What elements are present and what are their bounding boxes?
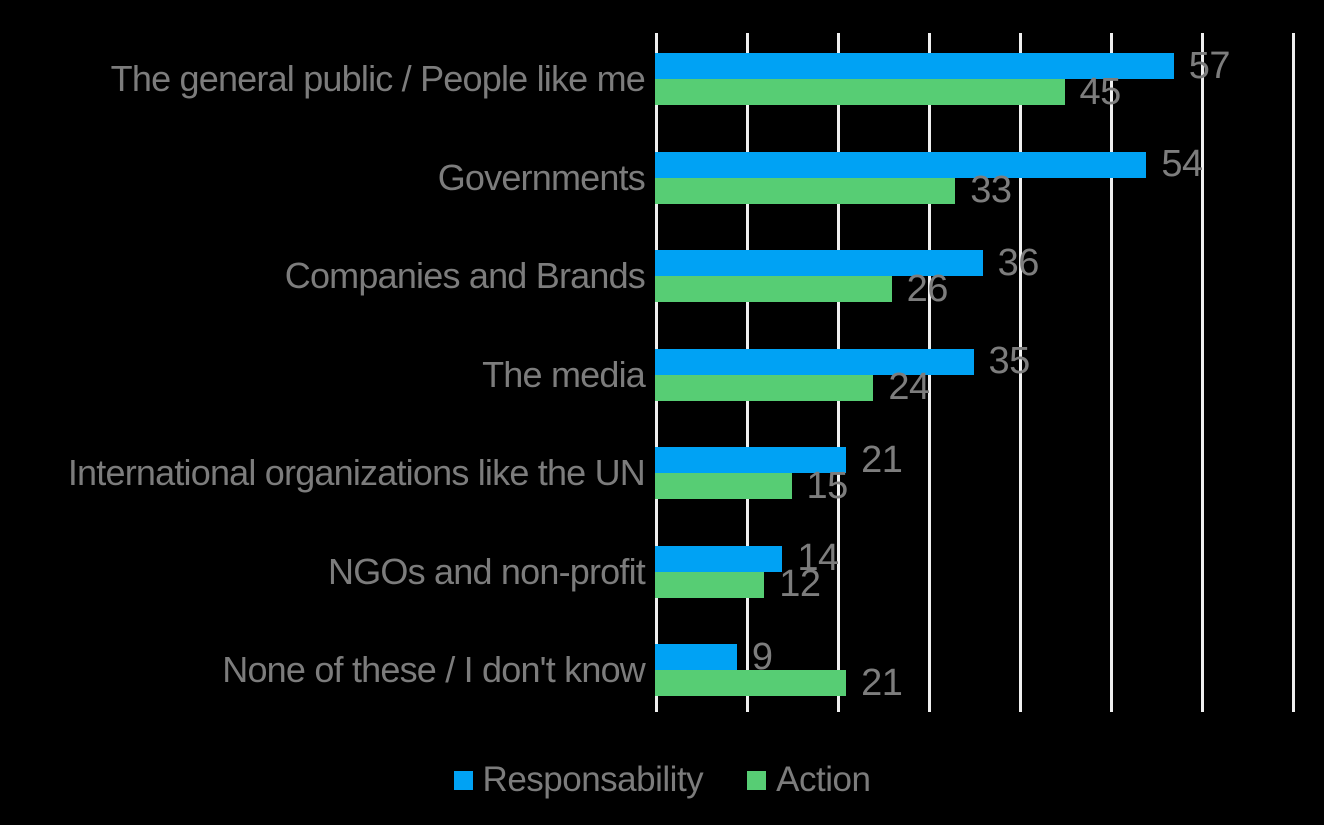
gridline [1201, 33, 1204, 712]
responsability-bar [655, 447, 847, 473]
action-swatch-icon [747, 770, 767, 790]
legend-label-responsability: Responsability [482, 760, 704, 799]
value-label: 21 [861, 438, 903, 481]
responsability-bar [655, 250, 983, 276]
action-bar [655, 571, 765, 598]
value-label: 24 [888, 366, 930, 408]
gridline [1110, 33, 1113, 712]
responsability-bar [655, 151, 1147, 178]
gridline [1019, 33, 1022, 712]
value-label: 36 [997, 241, 1040, 284]
action-bar [655, 473, 792, 499]
action-bar [655, 374, 874, 401]
category-label: The general public / People like me [110, 58, 646, 99]
value-label: 26 [906, 267, 949, 310]
action-bar [655, 79, 1065, 105]
value-label: 35 [988, 340, 1031, 382]
action-bar [655, 177, 956, 204]
category-label: Governments [437, 156, 646, 198]
legend-item-action: Action [747, 760, 871, 800]
value-label: 9 [751, 635, 773, 678]
legend-label-action: Action [776, 760, 871, 799]
category-label: The media [482, 353, 646, 395]
value-label: 54 [1161, 143, 1203, 185]
category-label: International organizations like the UN [67, 452, 646, 493]
responsability-bar [655, 53, 1174, 79]
plot-area: 57 45 54 33 36 26 35 24 21 15 14 12 9 21 [655, 33, 1295, 712]
value-label: 57 [1188, 44, 1231, 87]
value-label: 15 [806, 464, 849, 507]
legend-item-responsability: Responsability [453, 760, 704, 800]
category-label: None of these / I don't know [222, 649, 646, 690]
category-label: Companies and Brands [284, 255, 646, 296]
value-label: 33 [970, 169, 1012, 211]
responsability-swatch-icon [453, 770, 473, 790]
value-label: 12 [779, 563, 821, 605]
category-axis: The general public / People like me Gover… [0, 0, 646, 825]
value-label: 45 [1079, 70, 1122, 113]
responsability-bar [655, 348, 974, 375]
value-label: 21 [861, 661, 903, 704]
responsability-bar [655, 545, 783, 572]
action-bar [655, 276, 892, 302]
action-bar [655, 670, 847, 696]
legend: Responsability Action [0, 756, 1324, 804]
responsability-bar [655, 644, 737, 670]
gridline [1292, 33, 1295, 712]
category-label: NGOs and non-profit [328, 550, 646, 592]
